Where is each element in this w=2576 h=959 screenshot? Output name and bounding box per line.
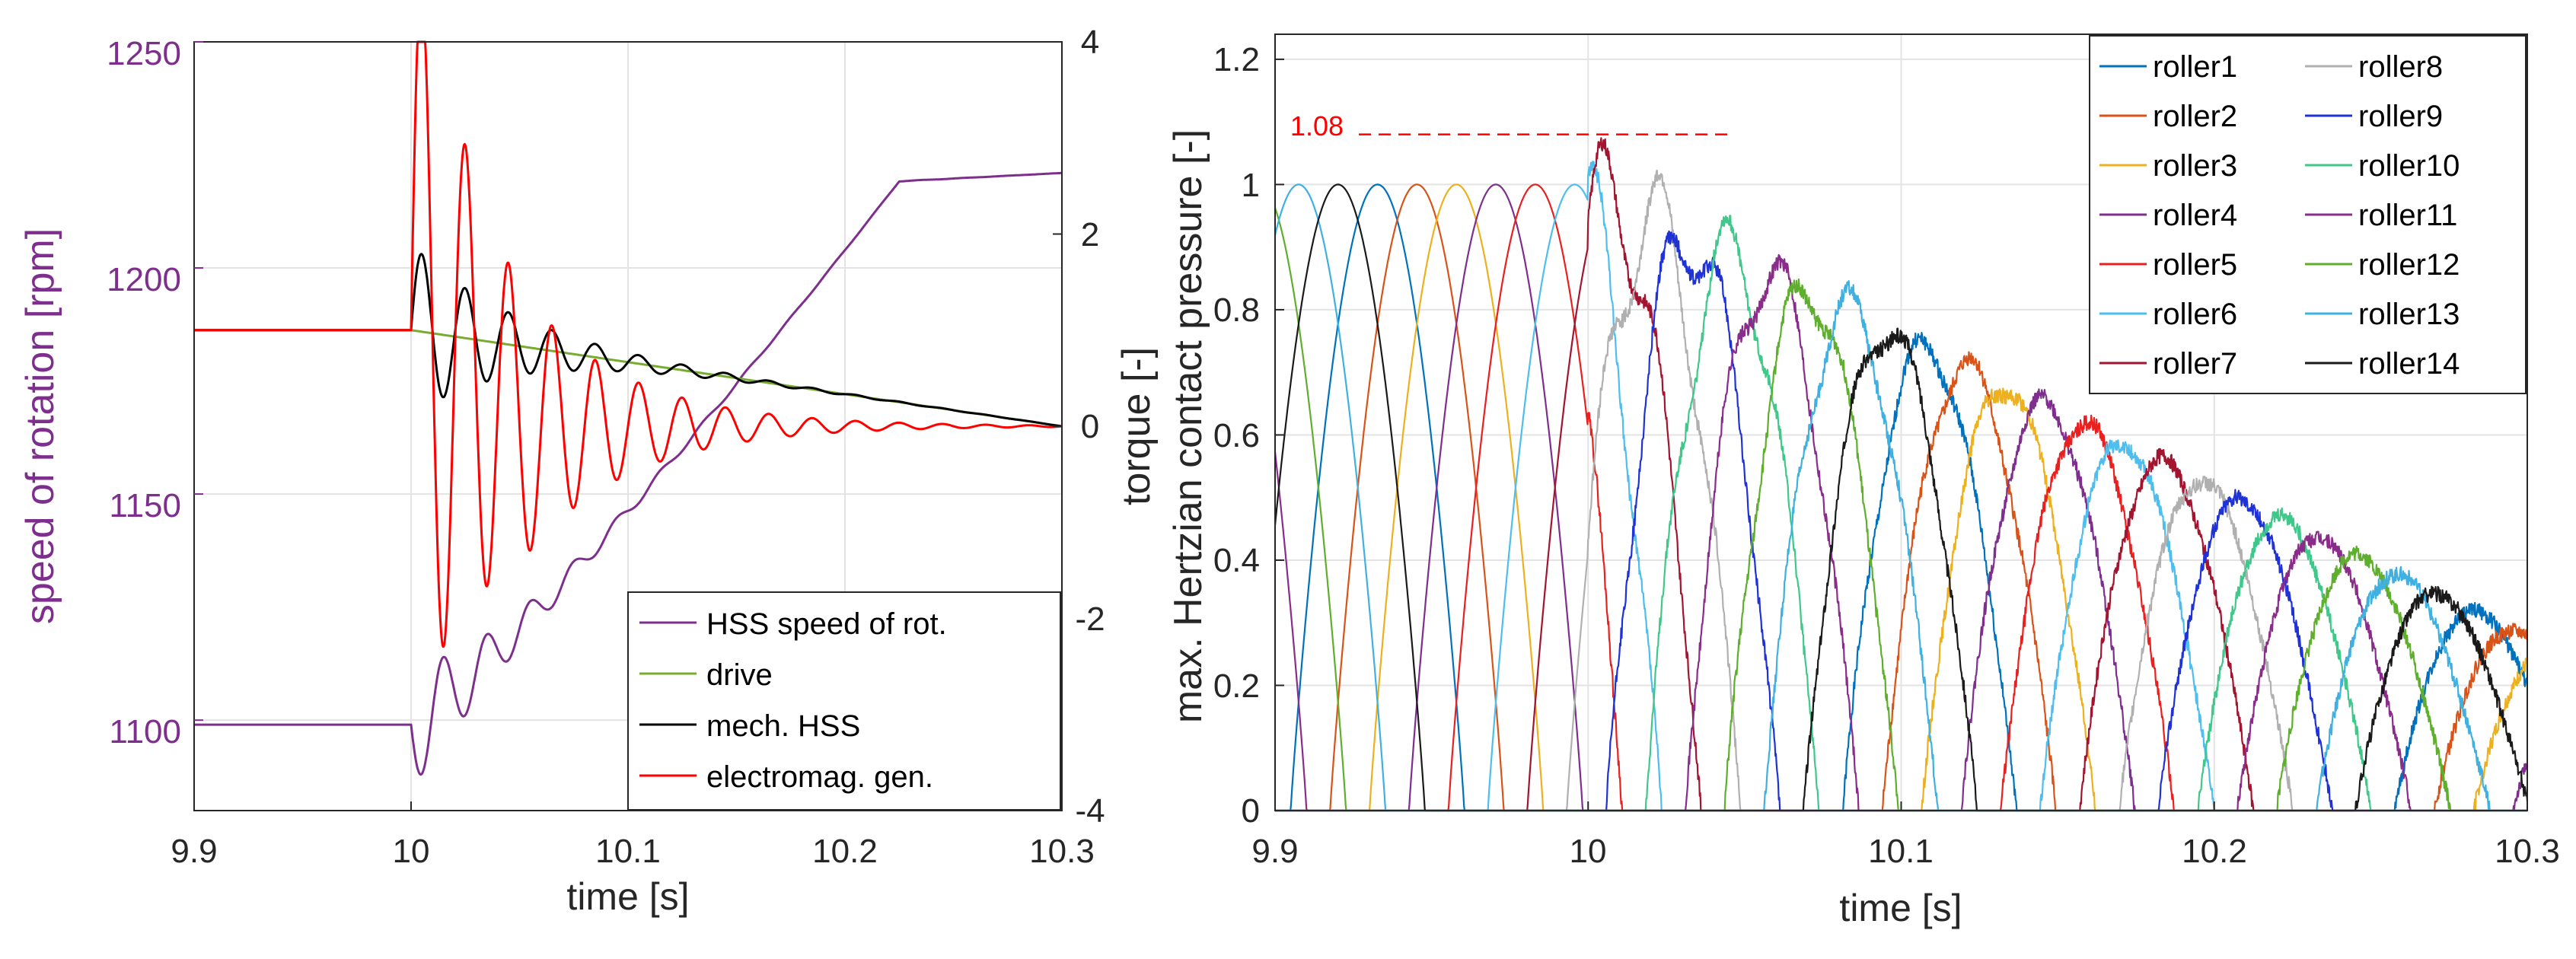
x-tick-label: 10.2 <box>2182 833 2247 870</box>
legend-label-drive: drive <box>706 658 773 692</box>
y-right-tick-label: -4 <box>1075 792 1105 830</box>
right-x-tick-labels: 9.9 10 10.1 10.2 10.3 <box>1251 833 2559 870</box>
legend-label-roller7: roller7 <box>2153 347 2237 381</box>
x-tick-label: 10.1 <box>1868 833 1934 870</box>
legend-label-hss: HSS speed of rot. <box>706 607 947 641</box>
legend-label-roller6: roller6 <box>2153 298 2237 331</box>
x-tick-label: 10 <box>1570 833 1607 870</box>
right-y-tick-labels: -4 -2 0 2 4 <box>1075 24 1105 830</box>
y-tick-label: 1 <box>1242 167 1260 204</box>
left-legend-box <box>627 591 1061 811</box>
legend-label-roller10: roller10 <box>2358 149 2460 183</box>
x-tick-label: 10.2 <box>812 833 878 870</box>
left-y-axis-label: speed of rotation [rpm] <box>18 228 62 624</box>
y-right-tick-label: -2 <box>1075 601 1105 638</box>
x-tick-label: 10.3 <box>1029 833 1095 870</box>
max-pressure-annotation: 1.08 <box>1290 110 1344 142</box>
speed-torque-chart: 9.9 10 10.1 10.2 10.3 1100 1150 1200 125… <box>18 24 1159 918</box>
y-tick-label: 0.4 <box>1213 542 1260 579</box>
x-tick-label: 9.9 <box>1251 833 1298 870</box>
y-tick-label: 0.6 <box>1213 417 1260 454</box>
legend-label-roller3: roller3 <box>2153 149 2237 183</box>
legend-label-roller4: roller4 <box>2153 199 2237 232</box>
roller-legend-entries: roller1 roller2 roller3 roller4 roller5 … <box>2099 50 2460 381</box>
y-right-tick-label: 2 <box>1081 216 1099 253</box>
legend-label-roller12: roller12 <box>2358 248 2460 282</box>
roller-legend: roller1 roller2 roller3 roller4 roller5 … <box>2089 35 2527 394</box>
right-y-axis-label: max. Hertzian contact pressure [-] <box>1166 129 1210 723</box>
y-left-tick-label: 1200 <box>107 261 181 298</box>
y-tick-label: 0 <box>1242 792 1260 830</box>
left-x-tick-labels: 9.9 10 10.1 10.2 10.3 <box>171 833 1094 870</box>
y-right-tick-label: 0 <box>1081 408 1099 445</box>
legend-label-elec: electromag. gen. <box>706 760 933 794</box>
legend-label-roller14: roller14 <box>2358 347 2460 381</box>
right-x-axis-label: time [s] <box>1839 887 1962 929</box>
x-tick-label: 9.9 <box>171 833 217 870</box>
right-ticks <box>1274 58 2528 811</box>
legend-label-roller8: roller8 <box>2358 50 2443 84</box>
legend-label-roller2: roller2 <box>2153 100 2237 133</box>
left-x-axis-label: time [s] <box>566 875 689 918</box>
left-y-tick-labels: 1100 1150 1200 1250 <box>107 35 181 750</box>
legend-label-roller5: roller5 <box>2153 248 2237 282</box>
y-tick-label: 0.2 <box>1213 667 1260 705</box>
legend-label-roller13: roller13 <box>2358 298 2460 331</box>
legend-label-roller1: roller1 <box>2153 50 2237 84</box>
y-right-tick-label: 4 <box>1081 24 1099 61</box>
right-y-axis-label: torque [-] <box>1114 347 1159 505</box>
left-ticks <box>193 41 1063 811</box>
left-series-group <box>193 40 1063 776</box>
y-left-tick-label: 1100 <box>109 713 181 750</box>
legend-label-roller11: roller11 <box>2358 199 2457 232</box>
x-tick-label: 10 <box>393 833 430 870</box>
contact-pressure-chart: 1.08 9.9 10 10.1 10.2 10.3 0 0.2 0.4 0.6… <box>1166 33 2560 929</box>
y-tick-label: 0.8 <box>1213 292 1260 329</box>
y-tick-label: 1.2 <box>1213 41 1260 78</box>
series-line-electromag-gen- <box>193 40 1063 648</box>
x-tick-label: 10.3 <box>2495 833 2560 870</box>
left-legend: HSS speed of rot. drive mech. HSS electr… <box>627 591 1061 811</box>
legend-label-roller9: roller9 <box>2358 100 2443 133</box>
x-tick-label: 10.1 <box>595 833 661 870</box>
legend-label-mech: mech. HSS <box>706 709 860 743</box>
series-line-hss-speed-of-rot- <box>193 171 1063 776</box>
y-left-tick-label: 1250 <box>107 35 181 72</box>
right-y-tick-labels: 0 0.2 0.4 0.6 0.8 1 1.2 <box>1213 41 1260 830</box>
y-left-tick-label: 1150 <box>109 487 181 524</box>
